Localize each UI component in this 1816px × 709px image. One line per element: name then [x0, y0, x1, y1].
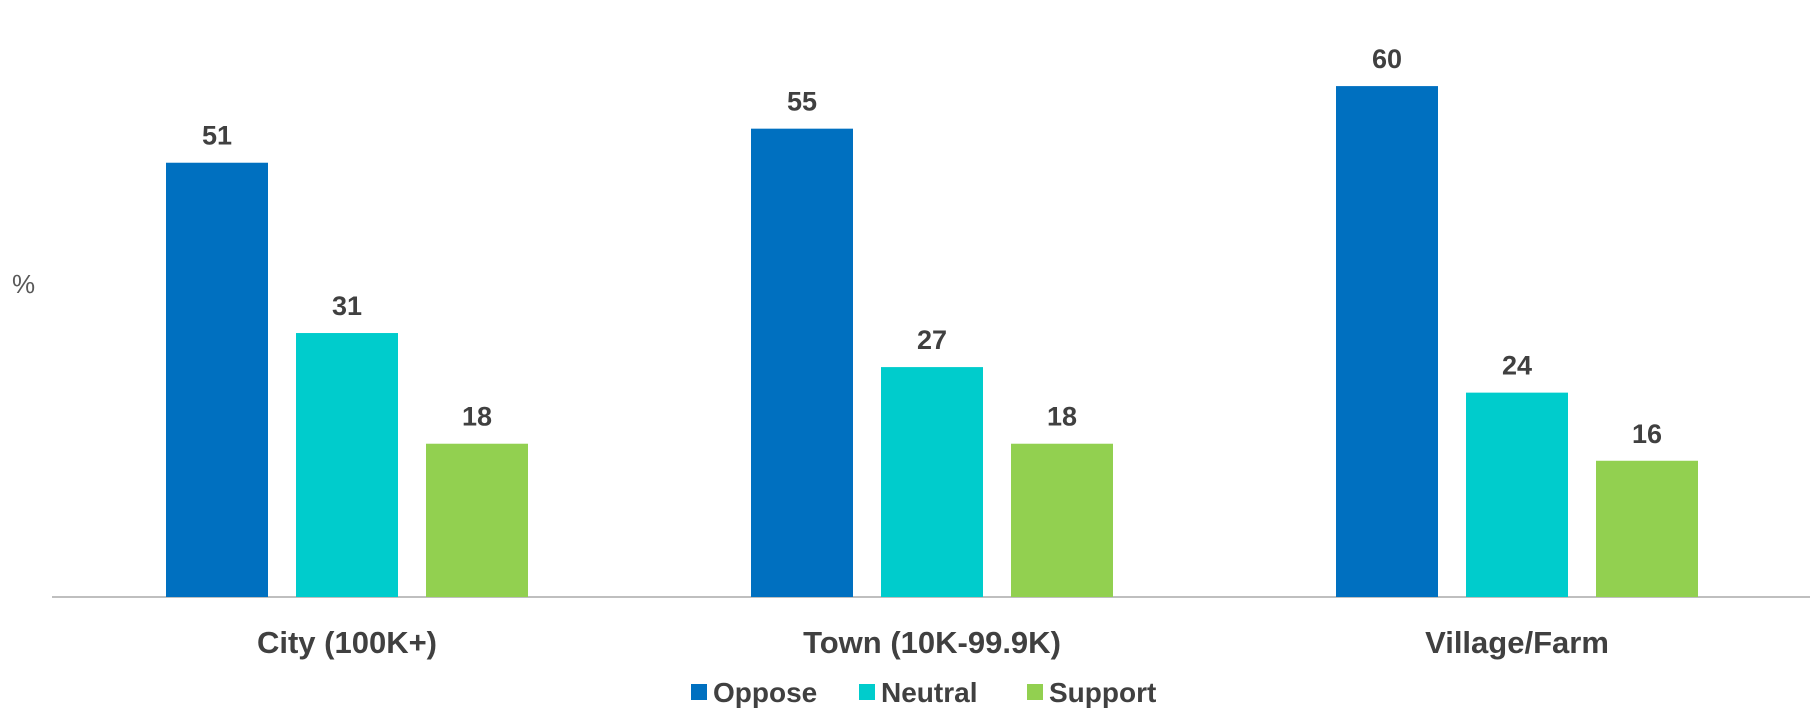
data-label-neutral-village-farm: 24	[1502, 351, 1532, 381]
bar-oppose-city-100k	[166, 162, 268, 597]
legend-label-oppose: Oppose	[713, 677, 817, 708]
data-label-oppose-village-farm: 60	[1372, 44, 1402, 74]
bar-oppose-town-10k-99-9k	[751, 128, 853, 597]
data-label-neutral-town-10k-99-9k: 27	[917, 325, 947, 355]
bar-support-village-farm	[1596, 460, 1698, 597]
bar-support-city-100k	[426, 443, 528, 597]
data-label-oppose-city-100k: 51	[202, 121, 232, 151]
legend-label-neutral: Neutral	[881, 677, 977, 708]
bar-neutral-village-farm	[1466, 392, 1568, 597]
legend: Oppose Neutral Support	[691, 677, 1156, 708]
data-label-oppose-town-10k-99-9k: 55	[787, 87, 817, 117]
legend-swatch-oppose	[691, 684, 707, 700]
data-label-support-town-10k-99-9k: 18	[1047, 402, 1077, 432]
bar-oppose-village-farm	[1336, 86, 1438, 597]
data-label-support-village-farm: 16	[1632, 419, 1662, 449]
legend-swatch-support	[1027, 684, 1043, 700]
category-label-village-farm: Village/Farm	[1425, 625, 1609, 660]
bar-support-town-10k-99-9k	[1011, 443, 1113, 597]
category-label-city-100k: City (100K+)	[257, 625, 437, 660]
category-label-town-10k-99-9k: Town (10K-99.9K)	[803, 625, 1061, 660]
legend-label-support: Support	[1049, 677, 1156, 708]
bars-group	[166, 86, 1698, 597]
data-label-neutral-city-100k: 31	[332, 291, 362, 321]
bar-neutral-city-100k	[296, 333, 398, 597]
y-axis-label: %	[12, 269, 35, 299]
data-label-support-city-100k: 18	[462, 402, 492, 432]
category-labels-group: City (100K+) Town (10K-99.9K) Village/Farm	[257, 625, 1609, 660]
bar-neutral-town-10k-99-9k	[881, 367, 983, 597]
value-labels-group: 51 31 18 55 27 18 60 24 16	[202, 44, 1662, 449]
legend-swatch-neutral	[859, 684, 875, 700]
